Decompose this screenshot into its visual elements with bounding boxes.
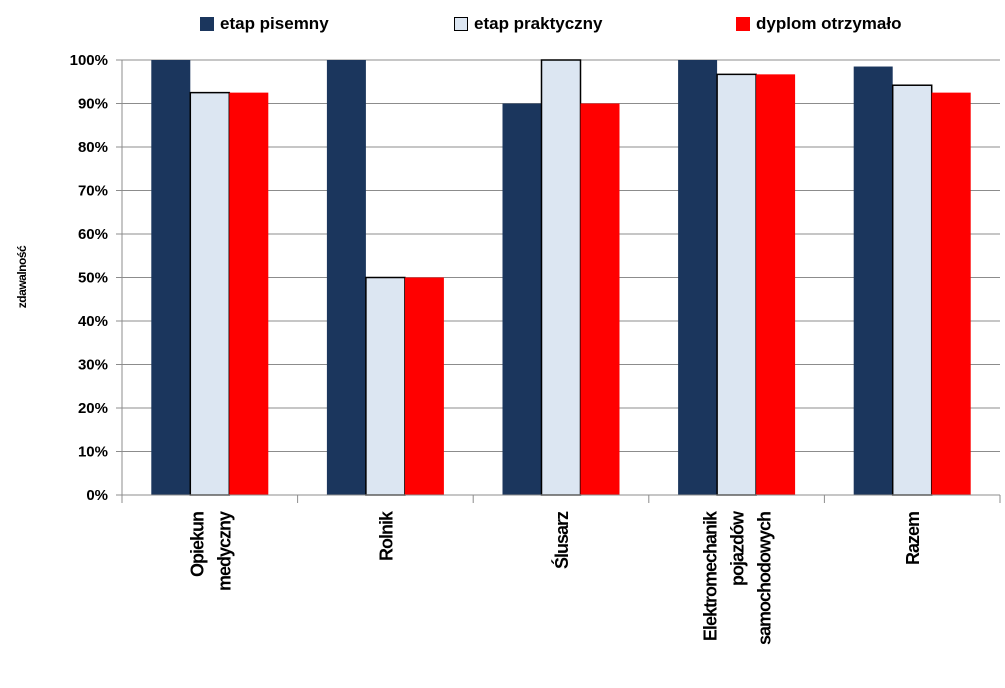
x-tick-label: Ślusarz	[551, 511, 572, 569]
bar	[678, 60, 718, 495]
y-tick-label: 30%	[78, 357, 108, 374]
x-tick-label: medyczny	[214, 511, 234, 591]
bar	[540, 59, 582, 496]
bar	[404, 277, 444, 495]
bar	[853, 66, 893, 496]
legend-label: etap pisemny	[220, 14, 329, 33]
legend-item-etap-pisemny: etap pisemny	[200, 14, 329, 34]
legend-swatch	[454, 17, 468, 31]
y-tick-label: 70%	[78, 183, 108, 200]
y-tick-label: 100%	[70, 52, 108, 69]
y-tick-label: 80%	[78, 139, 108, 156]
legend-label: dyplom otrzymało	[756, 14, 902, 33]
legend-item-dyplom-otrzymalo: dyplom otrzymało	[736, 14, 901, 34]
bar	[716, 73, 757, 496]
x-tick-label: Elektromechanik	[701, 510, 721, 641]
legend-item-etap-praktyczny: etap praktyczny	[454, 14, 603, 34]
bar	[931, 92, 971, 495]
legend-swatch	[736, 17, 750, 31]
y-tick-label: 10%	[78, 444, 108, 461]
bar	[365, 276, 406, 496]
bar	[326, 60, 366, 495]
bar	[229, 92, 269, 495]
y-tick-label: 50%	[78, 270, 108, 287]
x-tick-label: samochodowych	[755, 512, 775, 645]
bar	[580, 103, 620, 495]
bar	[756, 74, 796, 495]
bar	[189, 91, 231, 496]
y-tick-label: 90%	[78, 96, 108, 113]
x-tick-label: Rolnik	[376, 510, 396, 561]
y-tick-label: 40%	[78, 313, 108, 330]
y-tick-label: 20%	[78, 400, 108, 417]
legend-swatch	[200, 17, 214, 31]
bar	[502, 103, 542, 495]
y-tick-label: 60%	[78, 226, 108, 243]
bar	[151, 60, 191, 495]
x-tick-label: pojazdów	[728, 510, 748, 586]
x-tick-label: Razem	[903, 512, 923, 565]
legend-label: etap praktyczny	[474, 14, 603, 33]
legend: etap pisemny etap praktyczny dyplom otrz…	[0, 14, 1005, 38]
bar	[891, 84, 933, 496]
y-tick-label: 0%	[86, 487, 108, 504]
x-tick-label: Opiekun	[187, 512, 207, 577]
